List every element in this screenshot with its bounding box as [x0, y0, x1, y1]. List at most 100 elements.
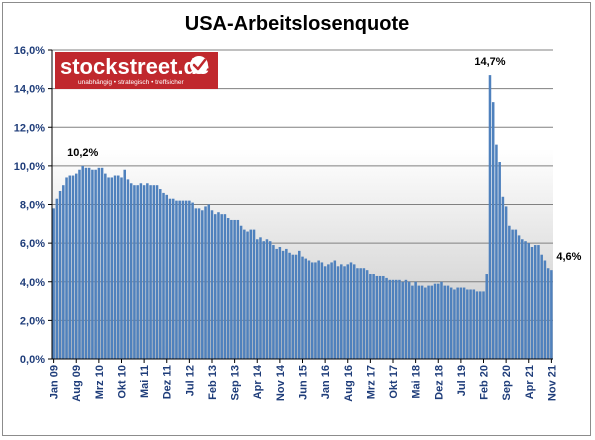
bar	[275, 248, 278, 359]
x-tick-label: Nov 14	[275, 364, 287, 401]
bar	[201, 210, 204, 359]
bar	[488, 75, 492, 360]
x-tick-label: Aug 16	[343, 365, 355, 402]
bar	[508, 225, 511, 359]
bar	[346, 264, 350, 359]
bar	[336, 266, 340, 359]
bar	[485, 274, 488, 359]
bar	[382, 275, 385, 359]
bar	[449, 287, 453, 359]
bar	[220, 214, 223, 359]
bar	[394, 279, 398, 359]
bar	[333, 260, 337, 359]
bar	[462, 287, 466, 359]
bar	[365, 270, 369, 359]
bar	[62, 185, 65, 359]
x-tick-label: Apr 21	[524, 365, 536, 399]
bar	[194, 208, 198, 359]
bar	[446, 285, 450, 359]
bar	[129, 183, 133, 359]
bar	[81, 165, 84, 360]
logo-name: stockstreet.de	[60, 54, 209, 79]
bar	[291, 254, 295, 359]
checkmark-icon	[190, 56, 208, 74]
x-tick-label: Apr 14	[252, 364, 264, 399]
bar	[113, 175, 117, 359]
bar	[314, 262, 317, 359]
x-tick-label: Feb 13	[207, 365, 219, 400]
y-tick-label: 16,0%	[14, 45, 45, 57]
bar	[375, 275, 379, 359]
bar	[482, 291, 485, 359]
bar	[527, 243, 531, 360]
bar	[104, 173, 107, 359]
bar	[55, 198, 59, 359]
bar	[340, 264, 343, 359]
bar	[362, 268, 366, 359]
bar	[213, 214, 217, 359]
bar	[239, 225, 243, 359]
bar	[168, 198, 172, 359]
bar	[301, 256, 304, 359]
bar	[94, 169, 97, 359]
bar	[133, 185, 136, 359]
x-tick-label: Jan 09	[49, 365, 61, 399]
bar	[352, 264, 356, 359]
bar	[424, 287, 427, 359]
bar	[265, 239, 269, 359]
bar	[546, 268, 550, 359]
bar	[427, 285, 430, 359]
bar	[479, 291, 482, 359]
y-tick-label: 8,0%	[20, 200, 45, 212]
bar	[495, 144, 498, 359]
x-tick-label: Feb 20	[479, 365, 491, 400]
x-tick-label: Aug 09	[71, 365, 83, 402]
bar	[252, 229, 256, 359]
bar	[385, 277, 388, 359]
bar	[188, 200, 191, 359]
x-tick-label: Jul 19	[456, 365, 468, 396]
bar	[436, 283, 440, 359]
y-tick-label: 10,0%	[14, 161, 45, 173]
bar	[330, 262, 333, 359]
bar	[298, 250, 301, 359]
bar	[443, 285, 446, 359]
bar	[433, 283, 437, 359]
bar	[404, 279, 408, 359]
bar	[304, 258, 307, 359]
bar	[149, 185, 152, 359]
bar	[126, 179, 130, 359]
x-axis: Jan 09 Aug 09 Mrz 10 Okt 10 Mai 11 Dez 11 Jul …	[49, 358, 558, 402]
bar	[117, 175, 120, 359]
bar	[288, 252, 291, 359]
bar	[175, 200, 178, 359]
bar	[453, 289, 456, 359]
checkmark-glyph	[192, 58, 207, 71]
bar	[243, 229, 246, 359]
bar	[356, 268, 359, 359]
bar	[107, 177, 110, 359]
x-tick-label: Nov 21	[546, 365, 558, 401]
bar	[159, 189, 162, 359]
bar	[78, 169, 81, 359]
bar	[123, 169, 126, 359]
bar	[139, 183, 143, 359]
bar	[391, 279, 395, 359]
bar	[543, 260, 547, 359]
bar	[372, 274, 375, 359]
bar	[178, 200, 181, 359]
bar	[281, 250, 285, 359]
bar	[236, 219, 240, 359]
bar	[162, 192, 165, 359]
y-tick-label: 6,0%	[20, 238, 45, 250]
x-tick-label: Sep 20	[501, 365, 513, 400]
bar	[343, 266, 346, 359]
bar	[181, 200, 185, 359]
y-tick-label: 4,0%	[20, 277, 45, 289]
x-tick-label: Dez 11	[162, 365, 174, 399]
bar	[207, 204, 211, 359]
bar	[259, 237, 262, 359]
bar	[136, 185, 139, 359]
bar	[317, 260, 320, 359]
bar	[430, 285, 434, 359]
